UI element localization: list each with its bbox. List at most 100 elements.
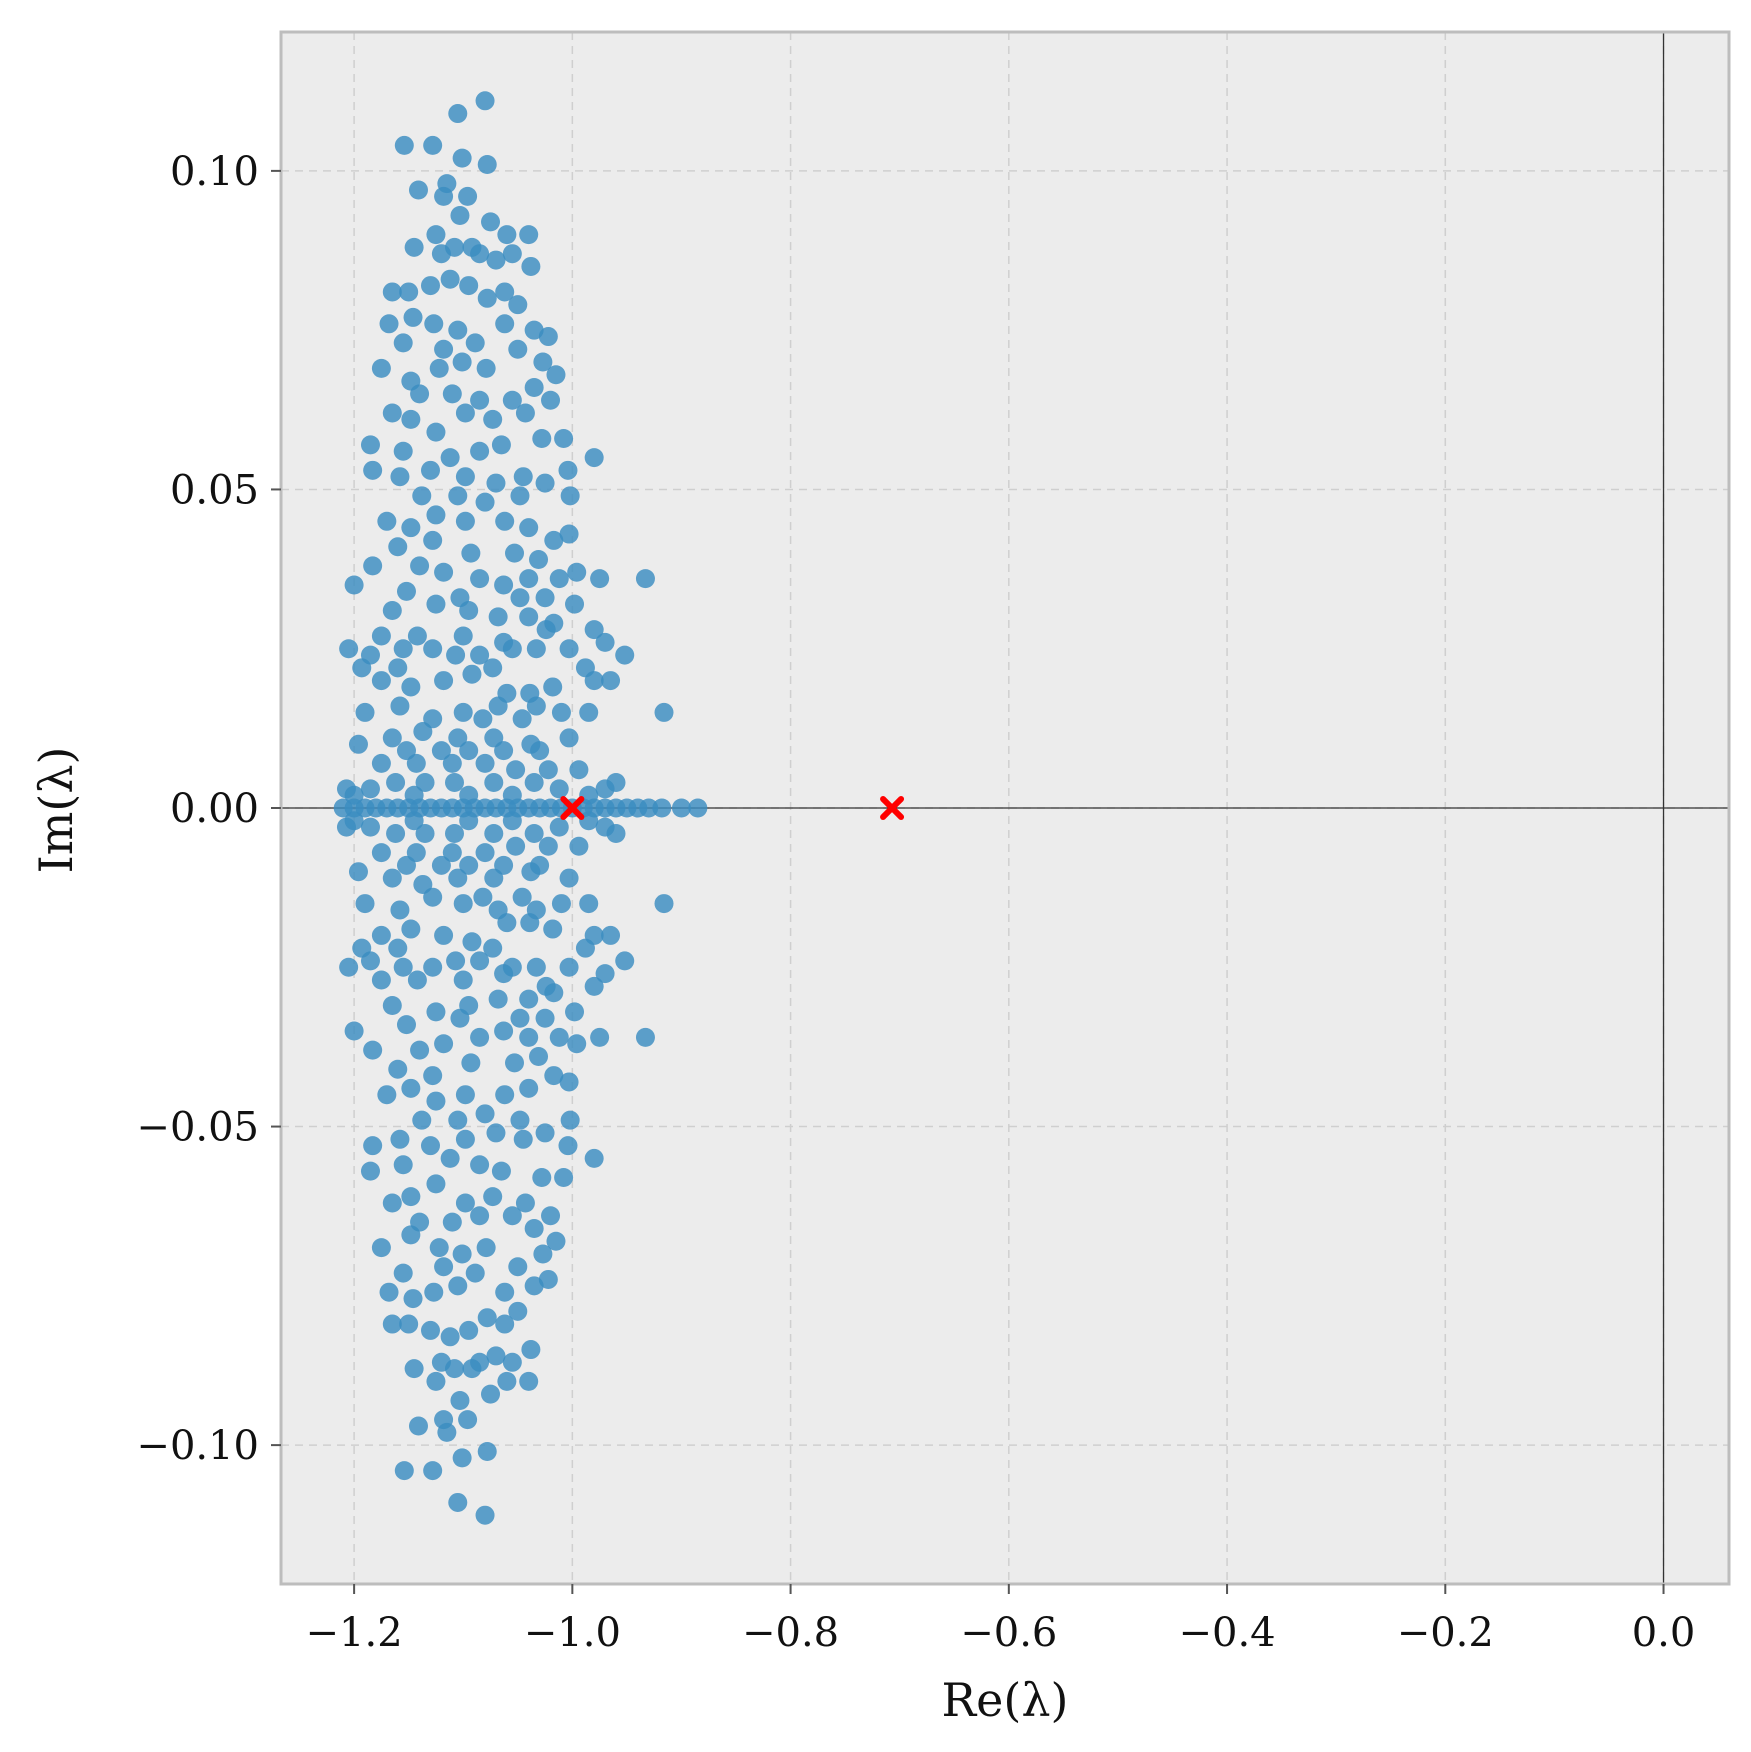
eigenvalue-point xyxy=(434,1034,454,1054)
eigenvalue-point xyxy=(488,696,508,716)
eigenvalue-point xyxy=(448,1110,468,1130)
eigenvalue-point xyxy=(481,212,501,232)
eigenvalue-point xyxy=(450,205,470,225)
eigenvalue-point xyxy=(452,352,472,372)
eigenvalue-point xyxy=(382,728,402,748)
eigenvalue-point xyxy=(339,957,359,977)
eigenvalue-point xyxy=(393,957,413,977)
eigenvalue-point xyxy=(595,632,615,652)
eigenvalue-point xyxy=(505,543,525,563)
y-tick-label: 0.05 xyxy=(170,467,259,513)
eigenvalue-point xyxy=(606,823,626,843)
eigenvalue-point xyxy=(440,269,460,289)
eigenvalue-point xyxy=(543,677,563,697)
eigenvalue-point xyxy=(486,1346,506,1366)
eigenvalue-point xyxy=(635,569,655,589)
eigenvalue-point xyxy=(461,1053,481,1073)
eigenvalue-point xyxy=(535,473,555,493)
eigenvalue-point xyxy=(393,441,413,461)
eigenvalue-point xyxy=(601,925,621,945)
eigenvalue-point xyxy=(410,1212,430,1232)
eigenvalue-point xyxy=(484,823,504,843)
eigenvalue-point xyxy=(508,295,528,315)
eigenvalue-point xyxy=(401,409,421,429)
eigenvalue-point xyxy=(521,1340,541,1360)
eigenvalue-point xyxy=(532,428,552,448)
eigenvalue-point xyxy=(508,1257,528,1277)
eigenvalue-point xyxy=(423,957,443,977)
eigenvalue-point xyxy=(495,282,515,302)
x-tick-label: 0.0 xyxy=(1632,1610,1696,1656)
eigenvalue-point xyxy=(532,1168,552,1188)
eigenvalue-point xyxy=(344,575,364,595)
eigenvalue-point xyxy=(502,957,522,977)
x-axis-ticks: −1.2 −1.0 −0.8 −0.6 −0.4 −0.2 0.0 xyxy=(306,1584,1696,1656)
eigenvalue-point xyxy=(390,1129,410,1149)
eigenvalue-point xyxy=(393,333,413,353)
eigenvalue-point xyxy=(565,1002,585,1022)
eigenvalue-point xyxy=(371,1238,391,1258)
eigenvalue-point xyxy=(535,1008,555,1028)
eigenvalue-point xyxy=(412,1110,432,1130)
eigenvalue-point xyxy=(455,467,475,487)
eigenvalue-point xyxy=(423,530,443,550)
eigenvalue-point xyxy=(549,569,569,589)
eigenvalue-point xyxy=(502,1352,522,1372)
eigenvalue-point xyxy=(615,645,635,665)
eigenvalue-point xyxy=(339,639,359,659)
eigenvalue-point xyxy=(502,390,522,410)
eigenvalue-point xyxy=(495,1085,515,1105)
eigenvalue-point xyxy=(426,1091,446,1111)
eigenvalue-point xyxy=(559,639,579,659)
eigenvalue-point xyxy=(601,671,621,691)
eigenvalue-point xyxy=(486,1123,506,1143)
eigenvalue-point xyxy=(567,562,587,582)
eigenvalue-point xyxy=(519,1078,539,1098)
eigenvalue-point xyxy=(459,855,479,875)
eigenvalue-point xyxy=(654,894,674,914)
eigenvalue-point xyxy=(401,1187,421,1207)
eigenvalue-point xyxy=(477,288,497,308)
eigenvalue-point xyxy=(565,594,585,614)
eigenvalue-point xyxy=(475,91,495,111)
eigenvalue-point xyxy=(470,441,490,461)
eigenvalue-point xyxy=(434,1410,454,1430)
x-axis-label: Re(λ) xyxy=(942,1673,1069,1727)
eigenvalue-point xyxy=(426,225,446,245)
eigenvalue-point xyxy=(382,1193,402,1213)
eigenvalue-point xyxy=(529,1046,549,1066)
eigenvalue-point xyxy=(461,543,481,563)
eigenvalue-point xyxy=(491,1161,511,1181)
eigenvalue-point xyxy=(459,1320,479,1340)
eigenvalue-point xyxy=(654,702,674,722)
eigenvalue-point xyxy=(529,550,549,570)
eigenvalue-point xyxy=(386,773,406,793)
eigenvalue-point xyxy=(513,1129,533,1149)
eigenvalue-point xyxy=(579,894,599,914)
eigenvalue-point xyxy=(584,448,604,468)
eigenvalue-point xyxy=(446,645,466,665)
y-tick-label: 0.10 xyxy=(170,149,259,195)
eigenvalue-point xyxy=(434,671,454,691)
eigenvalue-point xyxy=(569,836,589,856)
eigenvalue-point xyxy=(360,435,380,455)
eigenvalue-point xyxy=(462,932,482,952)
eigenvalue-point xyxy=(452,1448,472,1468)
eigenvalue-point xyxy=(569,760,589,780)
eigenvalue-point xyxy=(544,530,564,550)
eigenvalue-point xyxy=(393,1263,413,1283)
eigenvalue-point xyxy=(475,1104,495,1124)
eigenvalue-point xyxy=(453,894,473,914)
eigenvalue-point xyxy=(554,428,574,448)
data-points xyxy=(333,91,708,1525)
eigenvalue-point xyxy=(551,894,571,914)
eigenvalue-point xyxy=(470,569,490,589)
eigenvalue-point xyxy=(371,671,391,691)
eigenvalue-point xyxy=(515,1193,535,1213)
eigenvalue-point xyxy=(538,760,558,780)
eigenvalue-point xyxy=(424,1282,444,1302)
y-tick-label: −0.05 xyxy=(136,1105,259,1151)
eigenvalue-point xyxy=(453,626,473,646)
eigenvalue-point xyxy=(481,1384,501,1404)
